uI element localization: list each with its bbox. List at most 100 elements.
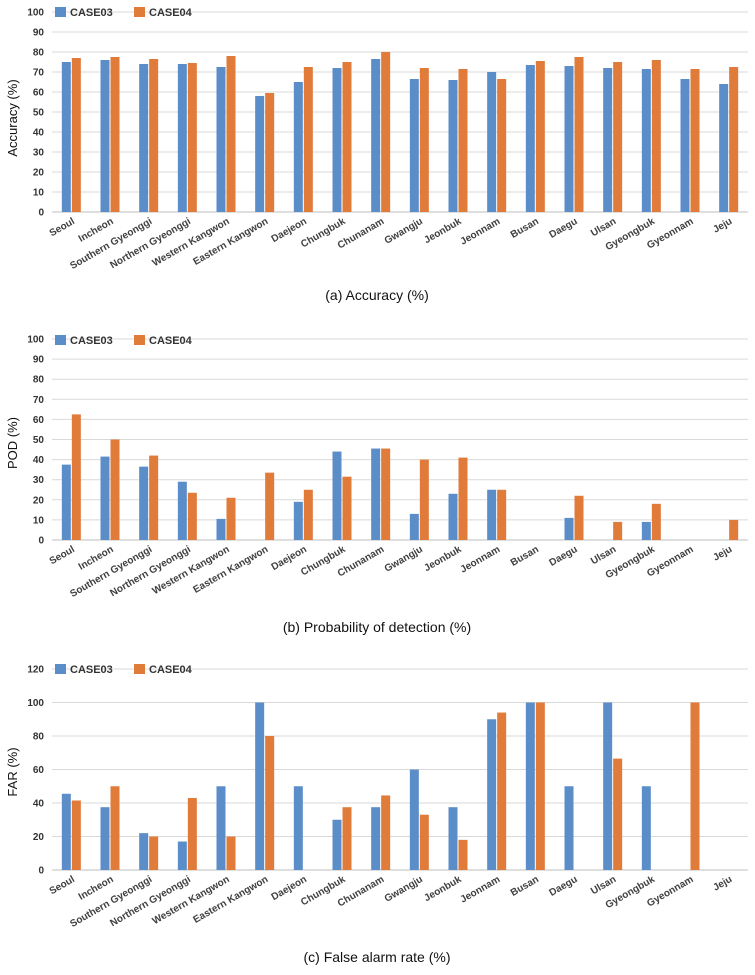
y-tick-label: 80 xyxy=(33,732,45,743)
x-tick-label: Daegu xyxy=(548,216,580,241)
x-tick-label: Seoul xyxy=(48,874,77,897)
bar-case04-ulsan xyxy=(613,758,623,870)
x-tick-label: Jeonbuk xyxy=(422,544,463,574)
x-tick-label: Jeonnam xyxy=(459,544,503,576)
bar-case04-northern-gyeonggi xyxy=(187,797,197,870)
bar-case03-daejeon xyxy=(293,786,303,870)
legend-label-case03: CASE03 xyxy=(70,664,113,676)
x-tick-label: Gwangju xyxy=(383,544,425,575)
legend-swatch-case04 xyxy=(134,7,145,17)
y-tick-label: 80 xyxy=(33,48,45,59)
bar-case04-chunanam xyxy=(381,52,391,212)
bar-case03-western-kangwon xyxy=(216,518,226,540)
x-tick-label: Jeonnam xyxy=(459,216,503,248)
bar-case04-daejeon xyxy=(303,67,313,212)
y-tick-label: 120 xyxy=(27,665,44,676)
bar-case04-jeju xyxy=(729,67,739,212)
bar-case04-jeonnam xyxy=(497,489,507,540)
bar-case04-chungbuk xyxy=(342,476,352,540)
y-tick-label: 0 xyxy=(38,866,44,877)
bar-case03-chungbuk xyxy=(332,819,342,870)
bar-case03-gyeongbuk xyxy=(641,69,651,212)
bar-case03-chungbuk xyxy=(332,451,342,540)
bar-case03-gwangju xyxy=(409,769,419,870)
chart-caption: (b) Probability of detection (%) xyxy=(283,619,471,635)
x-tick-label: Jeonnam xyxy=(459,874,503,906)
bar-case03-southern-gyeonggi xyxy=(139,64,149,212)
bar-case04-western-kangwon xyxy=(226,836,236,870)
legend-label-case03: CASE03 xyxy=(70,7,113,19)
y-tick-label: 70 xyxy=(33,68,45,79)
legend-label-case04: CASE04 xyxy=(149,664,193,676)
y-tick-label: 100 xyxy=(27,698,44,709)
bar-case04-northern-gyeonggi xyxy=(187,63,197,212)
bar-case04-eastern-kangwon xyxy=(265,736,275,870)
y-axis-label: Accuracy (%) xyxy=(5,79,20,156)
bar-case04-eastern-kangwon xyxy=(265,472,275,540)
legend-label-case04: CASE04 xyxy=(149,7,193,19)
y-tick-label: 10 xyxy=(33,188,45,199)
x-tick-label: Jeonbuk xyxy=(422,216,463,246)
bar-case04-incheon xyxy=(110,57,120,212)
x-tick-label: Busan xyxy=(509,874,541,899)
bar-case03-southern-gyeonggi xyxy=(139,466,149,540)
bar-case04-jeonnam xyxy=(497,712,507,870)
y-tick-label: 60 xyxy=(33,88,45,99)
x-tick-label: Daegu xyxy=(548,874,580,899)
bar-case04-jeonbuk xyxy=(458,839,468,870)
bar-case03-daegu xyxy=(564,517,574,540)
bar-case04-southern-gyeonggi xyxy=(149,59,159,212)
bar-case03-chunanam xyxy=(371,59,381,212)
bar-case04-jeonbuk xyxy=(458,69,468,212)
bar-case03-jeonbuk xyxy=(448,80,458,212)
bar-case03-daejeon xyxy=(293,501,303,540)
y-tick-label: 100 xyxy=(27,8,44,19)
bar-case04-southern-gyeonggi xyxy=(149,836,159,870)
y-axis-label: FAR (%) xyxy=(5,747,20,796)
x-tick-label: Eastern Kangwon xyxy=(192,216,271,268)
y-tick-label: 20 xyxy=(33,168,45,179)
bar-case03-western-kangwon xyxy=(216,67,226,212)
bar-case03-gwangju xyxy=(409,513,419,540)
bar-case03-incheon xyxy=(100,807,110,870)
bar-case03-incheon xyxy=(100,60,110,212)
bar-case03-jeju xyxy=(719,84,729,212)
y-tick-label: 70 xyxy=(33,395,45,406)
bar-case04-gwangju xyxy=(419,459,429,540)
bar-case03-chungbuk xyxy=(332,68,342,212)
bar-case03-daejeon xyxy=(293,82,303,212)
bar-case04-daegu xyxy=(574,57,584,212)
x-tick-label: Jeju xyxy=(711,544,734,564)
bar-case04-seoul xyxy=(71,800,81,870)
bar-case03-seoul xyxy=(61,62,71,212)
bar-case04-incheon xyxy=(110,786,120,870)
bar-case03-daegu xyxy=(564,66,574,212)
bar-case03-seoul xyxy=(61,793,71,870)
y-tick-label: 50 xyxy=(33,435,45,446)
x-tick-label: Jeju xyxy=(711,874,734,894)
y-tick-label: 40 xyxy=(33,799,45,810)
y-tick-label: 30 xyxy=(33,148,45,159)
bar-case03-gyeongbuk xyxy=(641,521,651,540)
bar-case03-daegu xyxy=(564,786,574,870)
bar-case04-seoul xyxy=(71,58,81,212)
bar-case04-gyeongbuk xyxy=(651,503,661,540)
bar-case03-jeonbuk xyxy=(448,807,458,870)
bar-case03-busan xyxy=(525,65,535,212)
bar-case03-ulsan xyxy=(603,68,613,212)
bar-case04-daegu xyxy=(574,495,584,540)
x-tick-label: Ulsan xyxy=(589,874,618,897)
bar-case04-jeonnam xyxy=(497,79,507,212)
y-tick-label: 90 xyxy=(33,28,45,39)
bar-case04-chungbuk xyxy=(342,807,352,870)
bar-case03-northern-gyeonggi xyxy=(177,841,187,870)
bar-case04-western-kangwon xyxy=(226,497,236,540)
bar-case03-jeonbuk xyxy=(448,493,458,540)
bar-case03-northern-gyeonggi xyxy=(177,64,187,212)
bar-case04-ulsan xyxy=(613,62,623,212)
bar-case03-seoul xyxy=(61,464,71,540)
bar-case04-chungbuk xyxy=(342,62,352,212)
bar-case04-busan xyxy=(535,702,545,870)
